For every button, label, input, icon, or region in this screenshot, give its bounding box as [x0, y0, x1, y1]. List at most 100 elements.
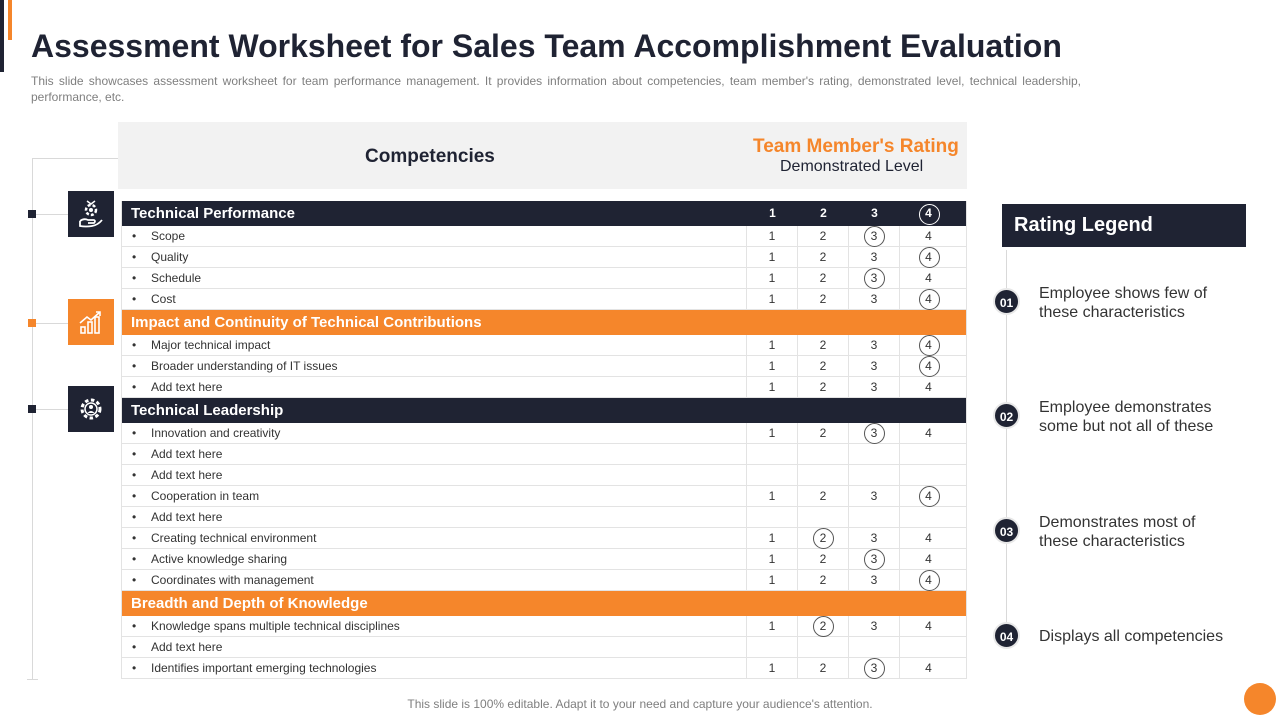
rating-cell — [849, 507, 900, 527]
section-score — [900, 591, 957, 616]
rating-cell: 3 — [849, 377, 900, 397]
bullet: • — [132, 489, 137, 503]
section-score — [747, 591, 798, 616]
table-row: • Major technical impact 1 2 3 4 — [122, 335, 966, 356]
rating-cell: 1 — [747, 377, 798, 397]
rating-cell — [747, 444, 798, 464]
bullet: • — [132, 552, 137, 566]
bullet: • — [132, 531, 137, 545]
competency-text: Major technical impact — [151, 338, 271, 352]
decorative-dot — [1244, 683, 1276, 715]
competency-label: • Innovation and creativity — [122, 423, 747, 443]
section-header: Breadth and Depth of Knowledge — [122, 591, 966, 616]
rating-cell: 4 — [925, 531, 932, 545]
competency-text: Cost — [151, 292, 176, 306]
section-score — [900, 310, 957, 335]
rating-cell: 3 — [849, 226, 900, 247]
rating-cell: 2 — [798, 658, 849, 678]
competency-text: Add text here — [151, 510, 223, 524]
section-score — [849, 398, 900, 423]
bullet: • — [132, 619, 137, 633]
hand-gear-icon — [68, 191, 114, 237]
rating-cell — [747, 507, 798, 527]
legend-number: 03 — [993, 517, 1020, 544]
rating-cell: 1 — [747, 528, 798, 548]
legend-number: 01 — [993, 288, 1020, 315]
section-score: 2 — [820, 206, 827, 220]
table-row: • Add text here 1 2 3 4 — [122, 377, 966, 398]
rating-cell: 3 — [849, 289, 900, 309]
rating-cell: 2 — [798, 377, 849, 397]
rating-cell: 1 — [747, 658, 798, 678]
competency-label: • Major technical impact — [122, 335, 747, 355]
bullet: • — [132, 640, 137, 654]
rating-cell: 4 — [925, 661, 932, 675]
rating-cell: 1 — [747, 289, 798, 309]
section-score — [849, 591, 900, 616]
rating-cell: 2 — [798, 423, 849, 443]
bullet: • — [132, 229, 137, 243]
table-row: • Cost 1 2 3 4 — [122, 289, 966, 310]
rating-cell: 3 — [849, 528, 900, 548]
competency-label: • Cost — [122, 289, 747, 309]
rating-cell — [798, 444, 849, 464]
section-title: Technical Leadership — [131, 402, 284, 419]
rating-cell — [747, 465, 798, 485]
section-score — [798, 310, 849, 335]
rating-cell: 4 — [925, 380, 932, 394]
rating-cell: 3 — [849, 549, 900, 570]
level-heading: Demonstrated Level — [780, 158, 924, 175]
rating-cell: 3 — [849, 247, 900, 267]
competency-text: Creating technical environment — [151, 531, 317, 545]
legend-number: 04 — [993, 622, 1020, 649]
competency-text: Innovation and creativity — [151, 426, 281, 440]
timeline-marker — [28, 405, 36, 413]
rating-cell: 2 — [798, 486, 849, 506]
competency-text: Add text here — [151, 447, 223, 461]
rating-cell: 4 — [925, 229, 932, 243]
section-score — [900, 398, 957, 423]
competency-label: • Schedule — [122, 268, 747, 288]
rating-cell: 1 — [747, 570, 798, 590]
competency-text: Coordinates with management — [151, 573, 314, 587]
table-row: • Scope 1 2 3 4 — [122, 226, 966, 247]
section-title: Technical Performance — [131, 205, 295, 222]
bullet: • — [132, 426, 137, 440]
table-row: • Broader understanding of IT issues 1 2 3 4 — [122, 356, 966, 377]
rating-cell: 1 — [747, 616, 798, 636]
section-score — [798, 398, 849, 423]
rating-cell: 2 — [798, 570, 849, 590]
section-score — [798, 591, 849, 616]
competency-label: • Add text here — [122, 444, 747, 464]
table-header — [118, 122, 967, 189]
gear-person-icon — [68, 386, 114, 432]
section-score: 3 — [871, 206, 878, 220]
rating-cell — [900, 465, 957, 485]
competency-label: • Add text here — [122, 465, 747, 485]
rating-cell: 1 — [747, 247, 798, 267]
rating-cell: 3 — [849, 268, 900, 289]
competency-text: Add text here — [151, 380, 223, 394]
rating-cell: 2 — [798, 616, 849, 637]
rating-cell: 2 — [798, 356, 849, 376]
rating-cell — [849, 465, 900, 485]
section-header: Technical Leadership — [122, 398, 966, 423]
rating-cell: 1 — [747, 268, 798, 288]
rating-cell: 4 — [900, 335, 957, 356]
competency-text: Knowledge spans multiple technical disci… — [151, 619, 400, 633]
table-row: • Add text here — [122, 465, 966, 486]
competency-label: • Coordinates with management — [122, 570, 747, 590]
competency-text: Add text here — [151, 640, 223, 654]
legend-text: Demonstrates most of these characteristi… — [1039, 514, 1196, 550]
competency-text: Cooperation in team — [151, 489, 260, 503]
rating-cell — [798, 637, 849, 657]
bullet: • — [132, 573, 137, 587]
rating-cell: 1 — [747, 486, 798, 506]
competency-label: • Scope — [122, 226, 747, 246]
competency-label: • Knowledge spans multiple technical disc… — [122, 616, 747, 636]
bullet: • — [132, 250, 137, 264]
legend-line — [1006, 250, 1007, 640]
accent-bar-orange — [8, 0, 12, 40]
rating-cell: 4 — [900, 356, 957, 377]
rating-cell: 2 — [798, 247, 849, 267]
